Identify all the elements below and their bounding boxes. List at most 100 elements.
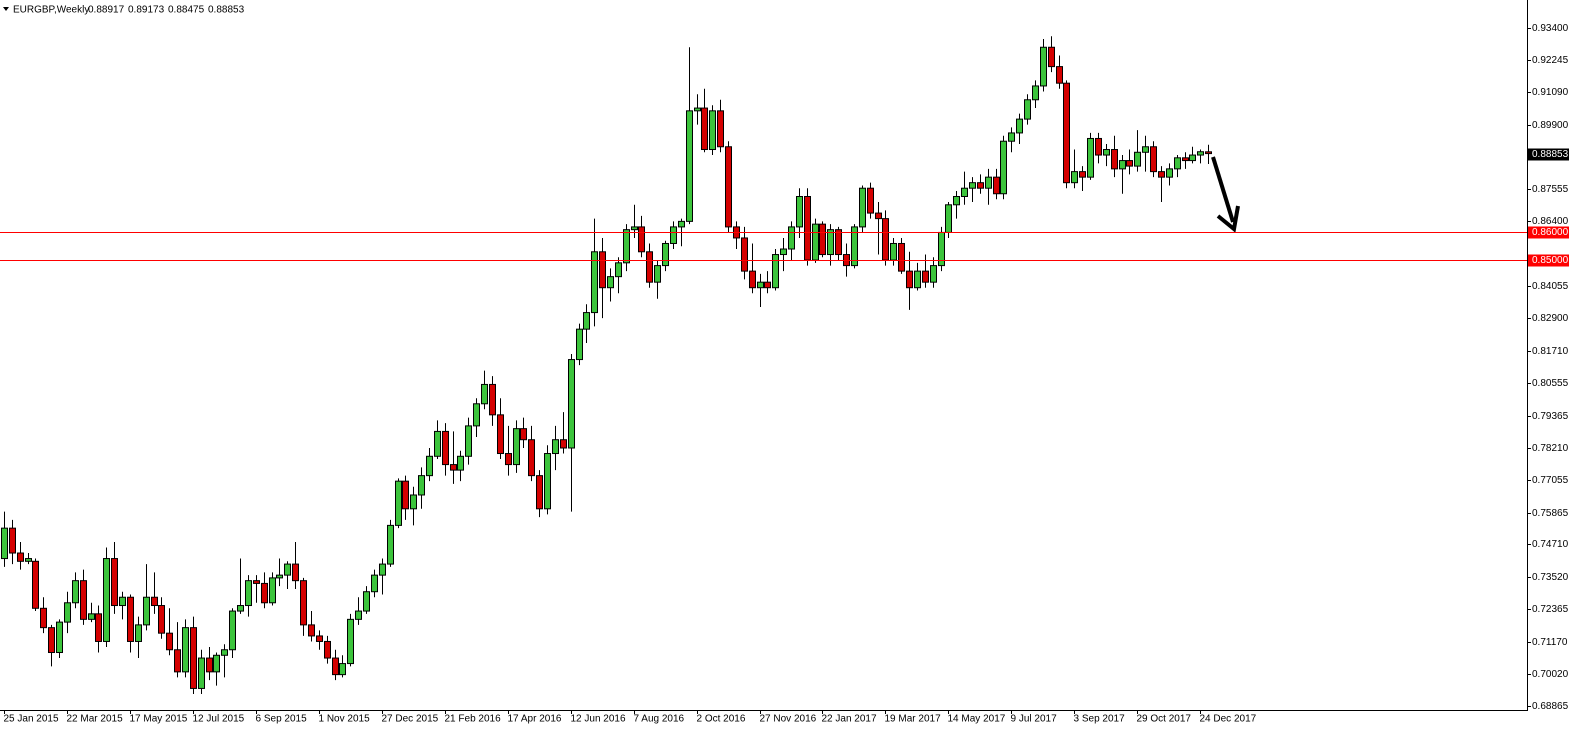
candle-body bbox=[859, 187, 866, 228]
candle-body bbox=[1095, 137, 1102, 156]
y-tick-label: 0.89900 bbox=[1532, 120, 1569, 131]
candle-body bbox=[276, 574, 283, 579]
candle-body bbox=[827, 229, 834, 256]
candle-body bbox=[631, 226, 638, 231]
y-tick-label: 0.92245 bbox=[1532, 55, 1569, 66]
y-tick-label: 0.74710 bbox=[1532, 539, 1569, 550]
candle-body bbox=[977, 182, 984, 189]
candle-body bbox=[993, 176, 1000, 195]
x-tick-label: 27 Dec 2015 bbox=[382, 714, 439, 725]
candle-body bbox=[363, 591, 370, 612]
candle-body bbox=[1134, 151, 1141, 167]
candle-body bbox=[158, 605, 165, 634]
candle-body bbox=[1071, 171, 1078, 184]
candle-body bbox=[308, 624, 315, 637]
candle-body bbox=[552, 439, 559, 455]
candle-body bbox=[638, 226, 645, 253]
candle-body bbox=[906, 270, 913, 289]
ohlc-header: 0.88917 0.89173 0.88475 0.88853 bbox=[88, 5, 245, 16]
candle-body bbox=[426, 455, 433, 477]
x-tick-label: 14 May 2017 bbox=[948, 714, 1006, 725]
candle-body bbox=[88, 613, 95, 620]
candle-body bbox=[347, 618, 354, 665]
x-tick-label: 3 Sep 2017 bbox=[1074, 714, 1126, 725]
y-tick-label: 0.77055 bbox=[1532, 475, 1569, 486]
y-tick-label: 0.84055 bbox=[1532, 281, 1569, 292]
candle-body bbox=[914, 270, 921, 289]
candle-body bbox=[513, 428, 520, 466]
candle-body bbox=[418, 475, 425, 496]
candle-body bbox=[576, 328, 583, 361]
level-label-box bbox=[1528, 254, 1569, 267]
plot bbox=[1, 36, 1212, 694]
candle-body bbox=[1000, 140, 1007, 195]
candle-body bbox=[796, 196, 803, 228]
candle-body bbox=[1063, 82, 1070, 184]
candle-body bbox=[434, 430, 441, 457]
candle-body bbox=[875, 212, 882, 220]
candle-body bbox=[1048, 46, 1055, 68]
candle-body bbox=[528, 439, 535, 477]
x-tick-label: 22 Jan 2017 bbox=[822, 714, 877, 725]
x-tick-label: 1 Nov 2015 bbox=[319, 714, 371, 725]
candle-body bbox=[174, 649, 181, 673]
candle-body bbox=[198, 657, 205, 689]
candle-body bbox=[1205, 151, 1212, 155]
candle-body bbox=[969, 182, 976, 189]
candle-body bbox=[930, 265, 937, 283]
candle-body bbox=[442, 430, 449, 466]
candle-body bbox=[17, 552, 24, 562]
x-tick-label: 9 Jul 2017 bbox=[1011, 714, 1058, 725]
candle-body bbox=[489, 383, 496, 416]
x-tick-label: 27 Nov 2016 bbox=[760, 714, 817, 725]
x-tick-label: 22 Mar 2015 bbox=[67, 714, 124, 725]
candle-body bbox=[119, 596, 126, 607]
y-tick-label: 0.73520 bbox=[1532, 572, 1569, 583]
candle-body bbox=[1126, 160, 1133, 167]
candle-body bbox=[945, 204, 952, 233]
candle-body bbox=[40, 607, 47, 629]
candle-body bbox=[646, 251, 653, 283]
candle-body bbox=[481, 383, 488, 405]
candle-body bbox=[221, 649, 228, 656]
candle-body bbox=[961, 187, 968, 198]
candle-body bbox=[1174, 157, 1181, 170]
candle-body bbox=[544, 453, 551, 510]
candle-body bbox=[757, 281, 764, 289]
candle-body bbox=[127, 596, 134, 642]
candle-body bbox=[253, 580, 260, 584]
candle-body bbox=[166, 632, 173, 651]
candle-body bbox=[213, 654, 220, 673]
level-label-box bbox=[1528, 226, 1569, 239]
candle-body bbox=[1, 527, 8, 560]
candle-body bbox=[717, 110, 724, 148]
candle-body bbox=[898, 242, 905, 272]
candle-body bbox=[1111, 149, 1118, 170]
candle-body bbox=[229, 610, 236, 651]
y-tick-label: 0.70020 bbox=[1532, 669, 1569, 680]
ohlc-value: 0.88853 bbox=[208, 5, 245, 16]
candle-body bbox=[284, 563, 291, 576]
y-tick-label: 0.86400 bbox=[1532, 216, 1569, 227]
candle-body bbox=[332, 657, 339, 676]
candle-body bbox=[725, 146, 732, 228]
y-tick-label: 0.80555 bbox=[1532, 378, 1569, 389]
candle-body bbox=[1087, 137, 1094, 178]
candle-body bbox=[300, 580, 307, 626]
candle-body bbox=[111, 558, 118, 607]
x-tick-label: 6 Sep 2015 bbox=[256, 714, 308, 725]
candle-body bbox=[316, 635, 323, 642]
y-tick-label: 0.68865 bbox=[1532, 701, 1569, 712]
y-tick-label: 0.75865 bbox=[1532, 508, 1569, 519]
candle-body bbox=[867, 187, 874, 214]
candle-body bbox=[206, 657, 213, 673]
x-tick-label: 12 Jun 2016 bbox=[571, 714, 626, 725]
ohlc-value: 0.88917 bbox=[88, 5, 125, 16]
candle-body bbox=[64, 602, 71, 623]
candle-body bbox=[103, 558, 110, 642]
candle-body bbox=[670, 226, 677, 244]
level-label: 0.86000 bbox=[1532, 227, 1569, 238]
candle-body bbox=[9, 527, 16, 554]
ohlc-value: 0.89173 bbox=[128, 5, 165, 16]
